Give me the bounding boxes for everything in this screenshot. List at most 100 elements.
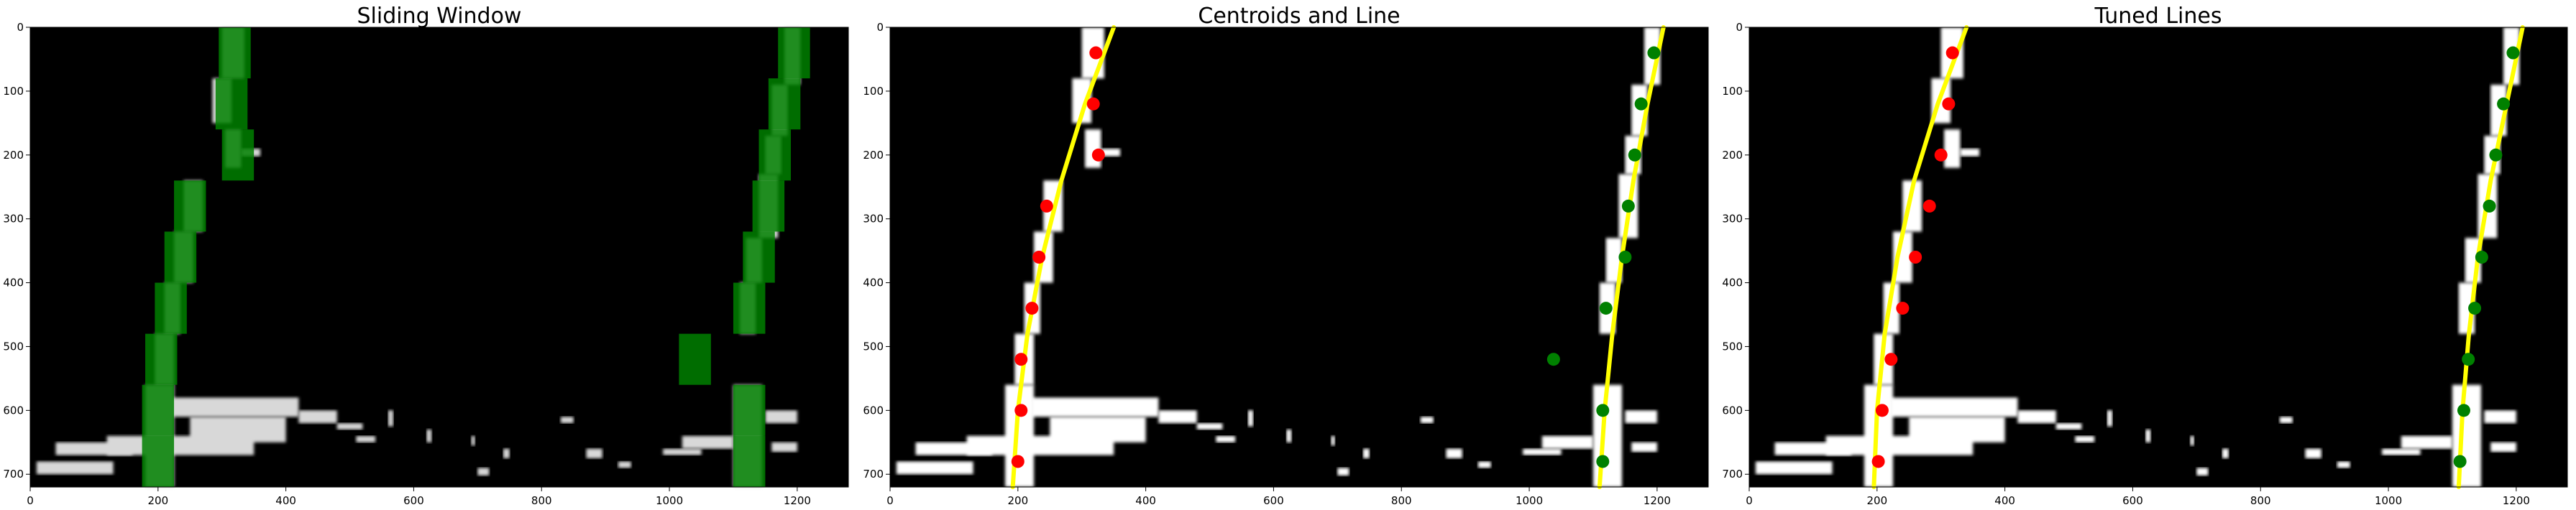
plot-frame xyxy=(29,27,849,488)
lane-pixel-blob xyxy=(2196,468,2209,476)
y-tick-label: 300 xyxy=(1722,213,1743,226)
lane-pixel-blob xyxy=(2452,384,2481,487)
plot-frame xyxy=(889,27,1709,488)
y-tick-label: 100 xyxy=(863,85,884,98)
centroid-point xyxy=(1647,46,1661,60)
centroid-point xyxy=(2489,148,2503,162)
lane-pixel-blob xyxy=(2484,410,2516,424)
x-tick-label: 200 xyxy=(147,494,168,507)
lane-pixel-blob xyxy=(1446,448,1462,458)
lane-pixel-blob xyxy=(1030,397,1159,417)
lane-pixel-blob xyxy=(2490,442,2516,453)
lane-pixel-blob xyxy=(1331,435,1335,446)
lane-pixel-blob xyxy=(1216,435,1236,442)
panel-centroids-and-line: Centroids and Line 0 200 400 600 800 1000 1200… xyxy=(863,4,1709,507)
sliding-window-box xyxy=(155,282,187,334)
centroid-point xyxy=(2468,302,2482,315)
y-tick-label: 0 xyxy=(876,21,884,34)
lane-pixel-blob xyxy=(896,461,973,475)
lane-pixel-blob xyxy=(2305,448,2321,458)
sliding-window-box xyxy=(778,27,810,79)
lane-pixel-blob xyxy=(503,448,510,458)
lane-pixel-blob xyxy=(2107,410,2112,427)
centroid-point xyxy=(2475,251,2488,264)
centroid-point xyxy=(1628,148,1641,162)
y-tick-label: 700 xyxy=(1722,468,1743,481)
sliding-window-box xyxy=(733,435,766,487)
centroid-point xyxy=(1634,97,1648,111)
x-tick-label: 1000 xyxy=(656,494,683,507)
lane-pixel-blob xyxy=(298,410,337,424)
y-tick-label: 600 xyxy=(1722,404,1743,417)
lane-pixel-blob xyxy=(1158,410,1197,424)
lane-pixel-blob xyxy=(1523,448,1562,455)
sliding-windows xyxy=(142,27,810,487)
panel-title: Centroids and Line xyxy=(1198,4,1400,29)
sliding-window-box xyxy=(219,27,251,79)
lane-pixel-blob xyxy=(1362,448,1370,458)
centroid-point xyxy=(1091,148,1105,162)
sliding-window-box xyxy=(142,435,175,487)
y-tick-label: 700 xyxy=(863,468,884,481)
centroid-point xyxy=(2497,97,2511,111)
sliding-window-box xyxy=(768,78,801,130)
x-tick-label: 200 xyxy=(1007,494,1028,507)
lane-pixel-blob xyxy=(1944,129,1961,168)
y-tick-label: 200 xyxy=(3,149,24,162)
lane-pixel-blob xyxy=(1196,423,1223,430)
y-tick-label: 100 xyxy=(3,85,24,98)
centroid-point xyxy=(1945,46,1959,60)
x-tick-label: 1200 xyxy=(784,494,811,507)
lane-pixel-blob xyxy=(586,448,602,458)
centroid-point xyxy=(2506,46,2520,60)
y-tick-label: 0 xyxy=(17,21,24,34)
lane-pixel-blob xyxy=(1247,410,1253,427)
y-tick-label: 300 xyxy=(863,213,884,226)
lane-pixel-blob xyxy=(2279,417,2293,424)
centroid-point xyxy=(1621,199,1635,213)
centroid-point xyxy=(2462,353,2475,366)
lane-pixel-blob xyxy=(1755,461,1833,475)
x-tick-label: 1200 xyxy=(1644,494,1671,507)
centroid-point xyxy=(1922,199,1936,213)
panel-title: Sliding Window xyxy=(357,4,522,29)
centroid-point xyxy=(1942,97,1956,111)
centroid-point xyxy=(1040,199,1053,213)
lane-pixel-blob xyxy=(1286,430,1292,442)
x-tick-label: 800 xyxy=(531,494,552,507)
x-tick-label: 400 xyxy=(275,494,296,507)
centroid-point xyxy=(1086,97,1100,111)
lane-pixel-blob xyxy=(2401,435,2452,449)
lane-pixel-blob xyxy=(471,435,475,446)
x-tick-label: 600 xyxy=(1263,494,1284,507)
y-tick-label: 700 xyxy=(3,468,24,481)
y-tick-label: 400 xyxy=(3,277,24,289)
lane-pixel-blob xyxy=(771,442,797,453)
x-axis: 0 200 400 600 800 1000 1200 xyxy=(886,487,1671,507)
lane-pixel-blob xyxy=(1631,442,1657,453)
panel-sliding-window: Sliding Window 0 200 400 600 800 1000 1200 0 100… xyxy=(3,4,849,507)
y-tick-label: 200 xyxy=(863,149,884,162)
sliding-window-box xyxy=(221,129,255,181)
y-tick-label: 300 xyxy=(3,213,24,226)
x-axis: 0 200 400 600 800 1000 1200 xyxy=(27,487,811,507)
lane-pixel-blob xyxy=(2190,435,2194,446)
centroid-point xyxy=(2453,455,2467,468)
x-tick-label: 600 xyxy=(403,494,424,507)
lane-pixel-blob xyxy=(36,461,114,475)
centroid-points xyxy=(1871,46,2520,468)
y-tick-label: 500 xyxy=(1722,340,1743,353)
plot-frame xyxy=(1748,27,2568,488)
lane-pixel-blob xyxy=(170,397,299,417)
lane-pixel-blob xyxy=(2055,423,2082,430)
lane-pixel-blob xyxy=(663,448,702,455)
centroid-point xyxy=(1089,46,1103,60)
lane-pixel-blob xyxy=(1960,148,1980,157)
lane-pixel-blob xyxy=(915,442,993,455)
lane-pixel-blob xyxy=(1337,468,1349,476)
lane-pixel-blob xyxy=(1889,397,2018,417)
lane-pixel-blob xyxy=(426,430,432,442)
x-tick-label: 1000 xyxy=(1516,494,1543,507)
lane-pixel-blob xyxy=(2222,448,2229,458)
centroid-point xyxy=(1011,455,1025,468)
